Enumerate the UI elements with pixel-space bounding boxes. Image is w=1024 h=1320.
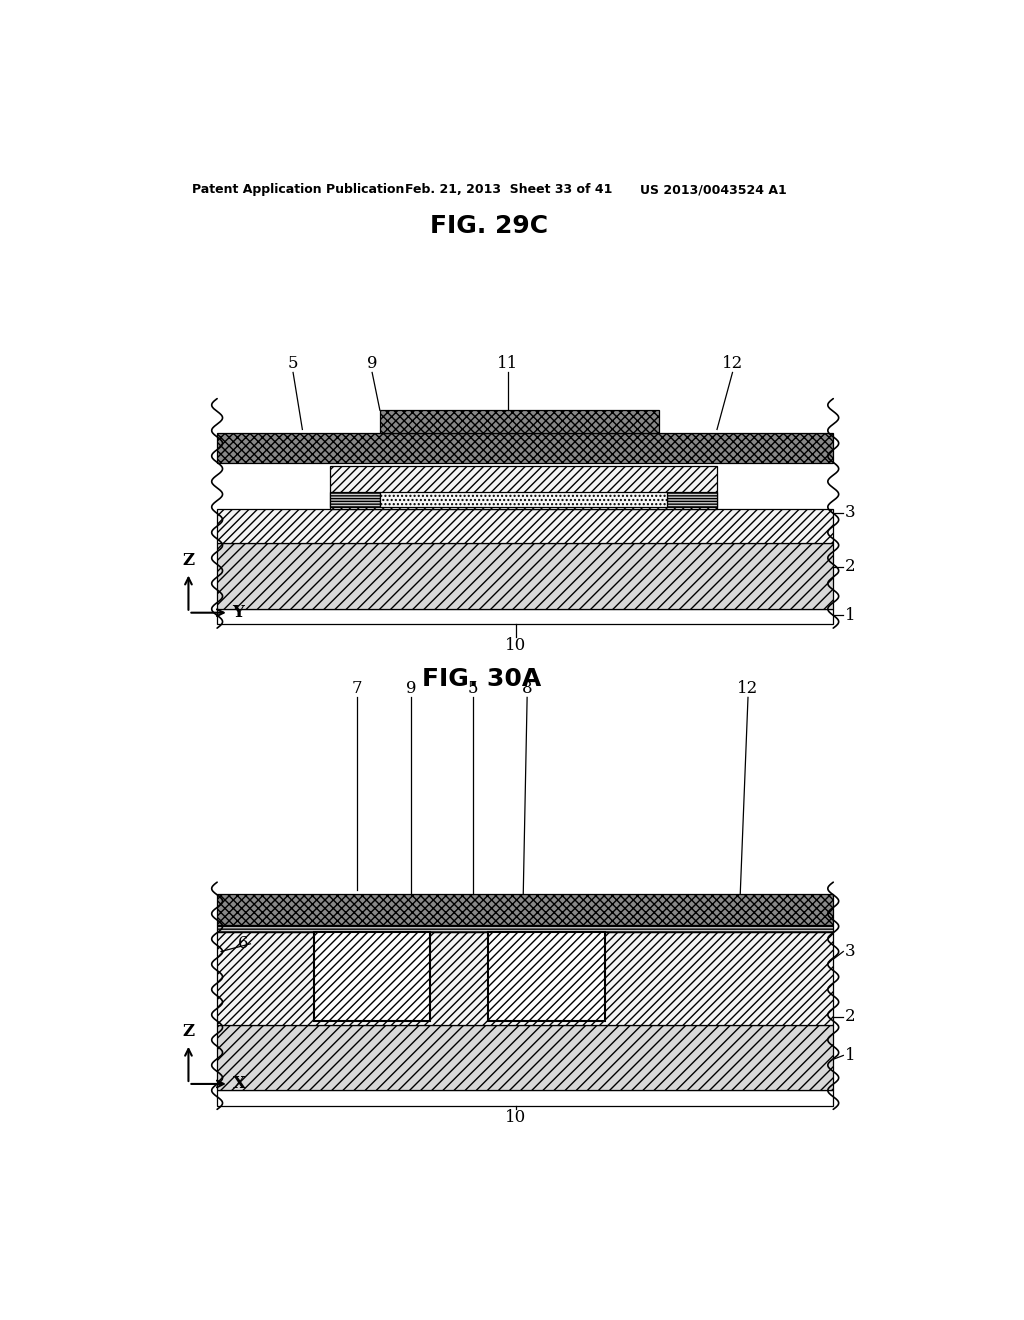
- Text: 5: 5: [288, 355, 298, 372]
- Text: 12: 12: [722, 355, 743, 372]
- Text: US 2013/0043524 A1: US 2013/0043524 A1: [640, 183, 786, 197]
- Bar: [217, 932, 834, 1024]
- Text: 2: 2: [845, 1008, 855, 1026]
- Text: 1: 1: [845, 606, 855, 623]
- Bar: [314, 932, 430, 1020]
- Bar: [217, 544, 834, 609]
- Text: 10: 10: [505, 638, 526, 655]
- Text: Z: Z: [182, 1023, 195, 1040]
- Text: 8: 8: [522, 680, 532, 697]
- Text: 6: 6: [238, 936, 248, 952]
- Bar: [217, 1024, 834, 1090]
- Text: 2: 2: [845, 558, 855, 576]
- Text: Z: Z: [182, 552, 195, 569]
- Bar: [217, 1090, 834, 1106]
- Text: FIG. 30A: FIG. 30A: [423, 667, 542, 690]
- Bar: [217, 894, 834, 924]
- Bar: [488, 932, 604, 1020]
- Text: Feb. 21, 2013  Sheet 33 of 41: Feb. 21, 2013 Sheet 33 of 41: [406, 183, 612, 197]
- Text: 10: 10: [505, 1109, 526, 1126]
- Text: FIG. 29C: FIG. 29C: [430, 214, 549, 238]
- Bar: [217, 924, 834, 932]
- Text: Patent Application Publication: Patent Application Publication: [193, 183, 404, 197]
- Text: 11: 11: [497, 355, 518, 372]
- Text: 9: 9: [367, 355, 378, 372]
- Text: X: X: [232, 1076, 246, 1093]
- Bar: [330, 492, 380, 507]
- Text: 5: 5: [468, 680, 478, 697]
- Bar: [667, 492, 717, 507]
- Bar: [330, 466, 717, 508]
- Text: 3: 3: [845, 942, 855, 960]
- Bar: [217, 609, 834, 624]
- Text: 3: 3: [845, 504, 855, 521]
- Bar: [380, 411, 658, 433]
- Text: 12: 12: [737, 680, 759, 697]
- Text: 9: 9: [406, 680, 416, 697]
- Bar: [217, 433, 834, 462]
- Text: 1: 1: [845, 1047, 855, 1064]
- Bar: [217, 508, 834, 544]
- Bar: [217, 624, 834, 636]
- Text: 7: 7: [351, 680, 361, 697]
- Text: Y: Y: [232, 605, 245, 622]
- Bar: [380, 492, 667, 507]
